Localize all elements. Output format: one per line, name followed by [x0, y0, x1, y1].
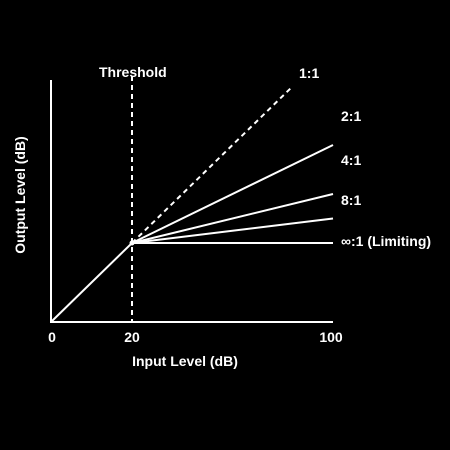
unity-segment [50, 242, 133, 323]
curve-ratio-1 [131, 86, 293, 244]
ratio-label-8: 8:1 [341, 192, 361, 208]
ratio-labels: 1:1 2:1 4:1 8:1 ∞:1 (Limiting) [299, 65, 431, 249]
ratio-label-1: 1:1 [299, 65, 319, 81]
threshold-knee-point [129, 240, 135, 246]
curve-ratio-4 [131, 193, 334, 244]
transfer-curves [50, 86, 334, 323]
ratio-label-4: 4:1 [341, 152, 361, 168]
x-tick-label-0: 0 [48, 329, 56, 345]
x-axis-title: Input Level (dB) [132, 353, 238, 369]
x-tick-label-100: 100 [319, 329, 343, 345]
y-axis-title: Output Level (dB) [12, 136, 28, 253]
ratio-label-infinity: ∞:1 (Limiting) [341, 233, 431, 249]
x-tick-label-20: 20 [124, 329, 140, 345]
curve-ratio-2 [131, 144, 334, 244]
ratio-label-2: 2:1 [341, 108, 361, 124]
threshold-label: Threshold [99, 64, 167, 80]
curve-ratio-8 [131, 217, 334, 244]
